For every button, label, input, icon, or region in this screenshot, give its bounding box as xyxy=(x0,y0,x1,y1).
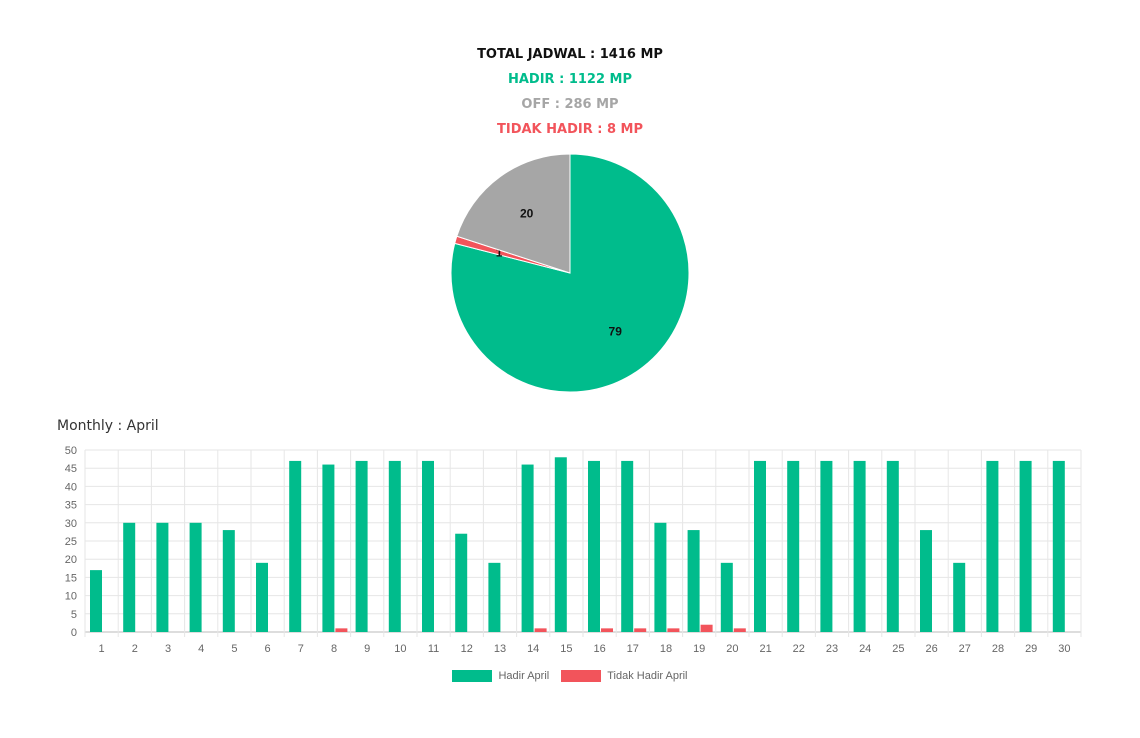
x-tick-label: 17 xyxy=(627,643,639,655)
y-tick-label: 15 xyxy=(65,572,77,584)
attendance-summary: TOTAL JADWAL : 1416 MP HADIR : 1122 MP O… xyxy=(0,42,1140,142)
bar-hadir[interactable] xyxy=(720,562,733,632)
y-tick-label: 35 xyxy=(65,500,77,512)
bar-tidak-hadir[interactable] xyxy=(335,628,348,632)
bar-hadir[interactable] xyxy=(322,464,335,632)
bar-tidak-hadir[interactable] xyxy=(667,628,680,632)
x-tick-label: 27 xyxy=(959,643,971,655)
y-tick-label: 25 xyxy=(65,536,77,548)
x-tick-label: 12 xyxy=(461,643,473,655)
bar-tidak-hadir[interactable] xyxy=(700,624,713,632)
bar-hadir[interactable] xyxy=(820,460,833,632)
x-tick-label: 25 xyxy=(892,643,904,655)
x-tick-label: 10 xyxy=(394,643,406,655)
bar-hadir[interactable] xyxy=(289,460,302,632)
bar-hadir[interactable] xyxy=(455,533,468,632)
off-label: OFF : 286 MP xyxy=(521,97,619,112)
bar-hadir[interactable] xyxy=(355,460,368,632)
bar-hadir[interactable] xyxy=(588,460,600,632)
present-label: HADIR : 1122 MP xyxy=(507,72,632,87)
bar-hadir[interactable] xyxy=(920,530,932,632)
pie-label-hadir: 79 xyxy=(609,324,623,338)
y-tick-label: 45 xyxy=(65,463,77,475)
x-tick-label: 30 xyxy=(1058,643,1070,655)
x-tick-label: 14 xyxy=(527,643,539,655)
x-tick-label: 3 xyxy=(165,643,171,655)
total-schedule-label: TOTAL JADWAL : 1416 MP xyxy=(477,47,663,62)
legend-item-tidak-hadir[interactable]: Tidak Hadir April xyxy=(561,670,688,682)
y-tick-label: 20 xyxy=(65,554,77,566)
bar-hadir[interactable] xyxy=(687,530,700,632)
bar-hadir[interactable] xyxy=(521,464,534,632)
x-tick-label: 4 xyxy=(198,643,204,655)
bar-hadir[interactable] xyxy=(222,530,235,632)
x-tick-label: 21 xyxy=(759,643,771,655)
legend-swatch-hadir xyxy=(452,670,493,682)
x-tick-label: 18 xyxy=(660,643,672,655)
bar-hadir[interactable] xyxy=(886,460,899,632)
y-tick-label: 10 xyxy=(65,591,77,603)
bar-tidak-hadir[interactable] xyxy=(534,628,547,632)
x-tick-label: 19 xyxy=(693,643,705,655)
x-tick-label: 2 xyxy=(132,643,138,655)
pie-slice-off[interactable] xyxy=(456,153,571,274)
bar-hadir[interactable] xyxy=(1052,460,1065,632)
bar-hadir[interactable] xyxy=(986,460,999,632)
x-tick-label: 11 xyxy=(428,643,439,655)
bar-hadir[interactable] xyxy=(488,562,501,632)
monthly-chart-title: Monthly : April xyxy=(57,418,159,434)
legend-label-hadir: Hadir April xyxy=(498,670,550,682)
bar-hadir[interactable] xyxy=(754,460,766,632)
x-tick-label: 23 xyxy=(826,643,838,655)
x-tick-label: 15 xyxy=(560,643,572,655)
x-tick-label: 7 xyxy=(298,643,304,655)
x-tick-label: 22 xyxy=(793,643,805,655)
bar-hadir[interactable] xyxy=(90,570,102,632)
x-tick-label: 24 xyxy=(859,643,871,655)
bar-hadir[interactable] xyxy=(156,522,169,632)
bar-hadir[interactable] xyxy=(953,562,966,632)
bar-tidak-hadir[interactable] xyxy=(601,628,613,632)
bar-tidak-hadir[interactable] xyxy=(634,628,647,632)
y-tick-label: 50 xyxy=(65,445,77,457)
x-tick-label: 6 xyxy=(265,643,271,655)
x-tick-label: 20 xyxy=(726,643,738,655)
x-tick-label: 13 xyxy=(494,643,506,655)
pie-label-off: 20 xyxy=(520,206,534,220)
x-tick-label: 26 xyxy=(925,643,937,655)
y-tick-label: 5 xyxy=(71,609,77,621)
bar-hadir[interactable] xyxy=(123,522,136,632)
bar-hadir[interactable] xyxy=(1019,460,1032,632)
bar-hadir[interactable] xyxy=(189,522,202,632)
bar-hadir[interactable] xyxy=(388,460,401,632)
x-tick-label: 5 xyxy=(231,643,237,655)
y-tick-label: 40 xyxy=(65,481,77,493)
attendance-pie-chart: 79 1 20 xyxy=(450,153,690,393)
bar-hadir[interactable] xyxy=(853,460,866,632)
bar-hadir[interactable] xyxy=(256,562,268,632)
y-tick-label: 0 xyxy=(71,627,77,639)
pie-label-tidak-hadir: 1 xyxy=(496,245,503,259)
legend-item-hadir[interactable]: Hadir April xyxy=(452,670,549,682)
bar-hadir[interactable] xyxy=(787,460,800,632)
legend-swatch-tidak-hadir xyxy=(561,670,602,682)
bar-hadir[interactable] xyxy=(621,460,634,632)
x-tick-label: 28 xyxy=(992,643,1004,655)
bar-chart-legend: Hadir April Tidak Hadir April xyxy=(0,670,1140,682)
bar-hadir[interactable] xyxy=(554,457,567,632)
legend-label-tidak-hadir: Tidak Hadir April xyxy=(607,670,688,682)
bar-hadir[interactable] xyxy=(654,522,667,632)
x-tick-label: 16 xyxy=(593,643,605,655)
bar-tidak-hadir[interactable] xyxy=(733,628,746,632)
bar-hadir[interactable] xyxy=(422,460,434,632)
x-tick-label: 9 xyxy=(364,643,370,655)
x-tick-label: 1 xyxy=(99,643,105,655)
y-tick-label: 30 xyxy=(65,518,77,530)
x-tick-label: 29 xyxy=(1025,643,1037,655)
absent-label: TIDAK HADIR : 8 MP xyxy=(496,122,644,137)
x-tick-label: 8 xyxy=(331,643,337,655)
